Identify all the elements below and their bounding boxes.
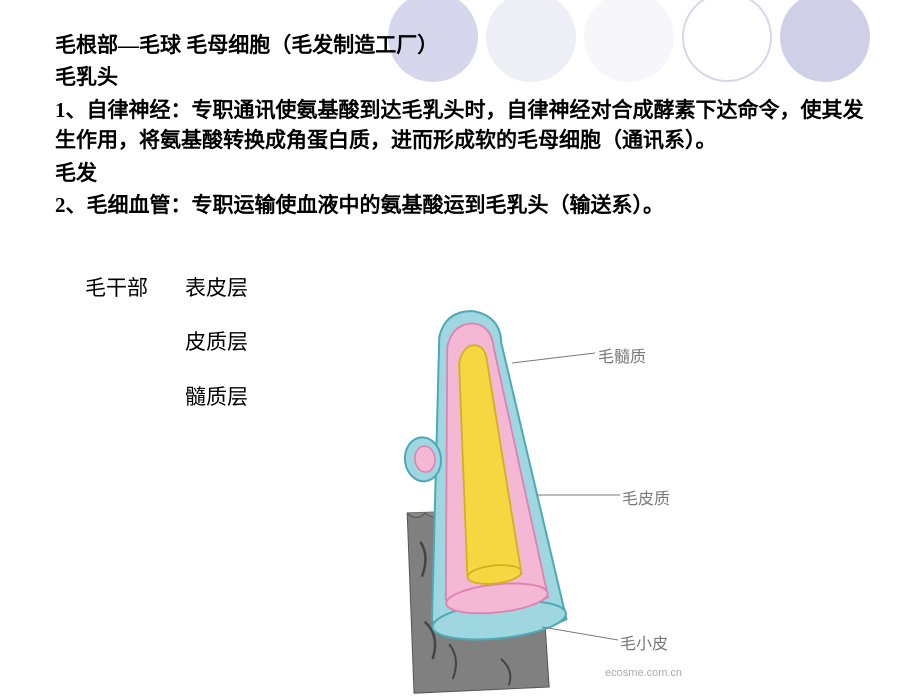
para-capillary: 2、毛细血管：专职运输使血液中的氨基酸运到毛乳头（输送系）。 — [55, 190, 865, 220]
heading-root: 毛根部—毛球 毛母细胞（毛发制造工厂） — [55, 30, 865, 60]
layer-medulla: 髓质层 — [185, 370, 248, 425]
label-cuticle: 毛小皮 — [620, 630, 668, 654]
label-medulla: 毛髓质 — [598, 343, 646, 367]
label-cortex: 毛皮质 — [622, 485, 670, 509]
watermark: ecosme.com.cn — [605, 667, 682, 679]
hair-diagram: 毛髓质 毛皮质 毛小皮 ecosme.com.cn — [340, 305, 720, 685]
layer-epidermis: 表皮层 — [185, 261, 248, 316]
heading-papilla: 毛乳头 — [55, 62, 865, 92]
heading-hair: 毛发 — [55, 158, 865, 188]
para-nerve: 1、自律神经：专职通讯使氨基酸到达毛乳头时，自律神经对合成酵素下达命令，使其发生… — [55, 95, 865, 156]
layers-title: 毛干部 — [85, 261, 185, 316]
layer-cortex: 皮质层 — [185, 315, 248, 370]
